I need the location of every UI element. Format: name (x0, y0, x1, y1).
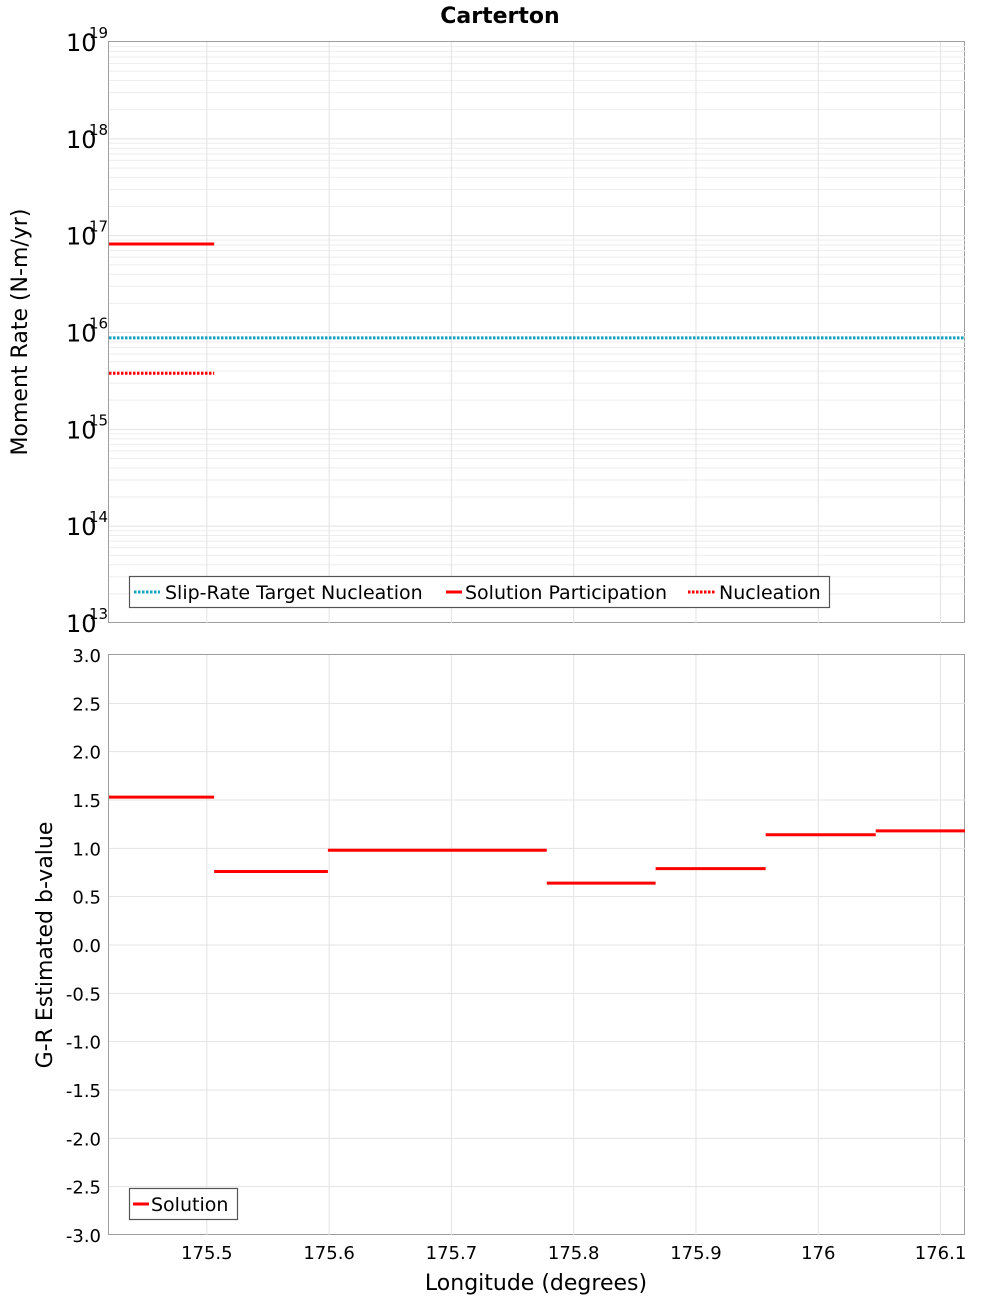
x-tick-label: 175.8 (548, 1243, 600, 1264)
legend-label-slip-rate-target: Slip-Rate Target Nucleation (165, 582, 423, 604)
y-tick-base: 10 (66, 223, 97, 251)
y-tick-base: 10 (66, 610, 97, 638)
y-tick-base: 10 (66, 126, 97, 154)
x-axis-label: Longitude (degrees) (425, 1271, 647, 1296)
moment-rate-legend: Slip-Rate Target Nucleation Solution Par… (128, 575, 831, 609)
y-tick-base: 10 (66, 320, 97, 348)
x-tick-label: 175.6 (303, 1243, 355, 1264)
moment-rate-series (109, 242, 965, 375)
y-tick-exponent: 17 (89, 218, 108, 236)
longitude-x-ticks: 175.5 175.6 175.7 175.8 175.9 176 176.1 (181, 1243, 966, 1264)
y-tick-label: -3.0 (66, 1226, 101, 1247)
y-tick-exponent: 14 (89, 508, 108, 526)
y-tick-label: 1.0 (72, 839, 101, 860)
x-tick-label: 175.9 (670, 1243, 722, 1264)
y-tick-exponent: 16 (89, 315, 108, 333)
legend-label-solution-participation: Solution Participation (465, 582, 667, 604)
y-tick-label: -1.5 (66, 1081, 101, 1102)
y-tick-label: -2.5 (66, 1178, 101, 1199)
b-value-series (109, 795, 965, 885)
chart-title: Carterton (440, 4, 559, 29)
x-tick-label: 175.7 (426, 1243, 478, 1264)
y-tick-exponent: 18 (89, 121, 108, 139)
x-tick-label: 175.5 (181, 1243, 233, 1264)
y-tick-base: 10 (66, 513, 97, 541)
x-tick-label: 176.1 (915, 1243, 967, 1264)
y-tick-label: -1.0 (66, 1033, 101, 1054)
y-tick-label: -2.0 (66, 1129, 101, 1150)
legend-label-nucleation: Nucleation (719, 582, 821, 604)
y-tick-exponent: 13 (89, 605, 108, 623)
moment-rate-y-axis-label: Moment Rate (N-m/yr) (8, 209, 33, 456)
y-tick-label: -0.5 (66, 984, 101, 1005)
b-value-y-ticks: 3.0 2.5 2.0 1.5 1.0 0.5 0.0 -0.5 -1.0 -1.5 -2.0 -2.… (66, 646, 101, 1247)
b-value-y-axis-label: G-R Estimated b-value (33, 822, 58, 1069)
legend-label-solution: Solution (151, 1194, 228, 1216)
y-tick-exponent: 15 (89, 411, 108, 429)
b-value-panel: 3.0 2.5 2.0 1.5 1.0 0.5 0.0 -0.5 -1.0 -1.5 -2.0 -2.… (33, 646, 966, 1296)
y-tick-label: 3.0 (72, 646, 101, 667)
y-tick-base: 10 (66, 29, 97, 57)
x-tick-label: 176 (801, 1243, 835, 1264)
y-tick-label: 2.0 (72, 743, 101, 764)
b-value-legend: Solution (128, 1187, 239, 1221)
y-tick-base: 10 (66, 416, 97, 444)
b-value-grid (109, 655, 965, 1235)
y-tick-exponent: 19 (89, 24, 108, 42)
y-tick-label: 1.5 (72, 791, 101, 812)
y-tick-label: 0.5 (72, 888, 101, 909)
y-tick-label: 2.5 (72, 694, 101, 715)
y-tick-label: 0.0 (72, 936, 101, 957)
